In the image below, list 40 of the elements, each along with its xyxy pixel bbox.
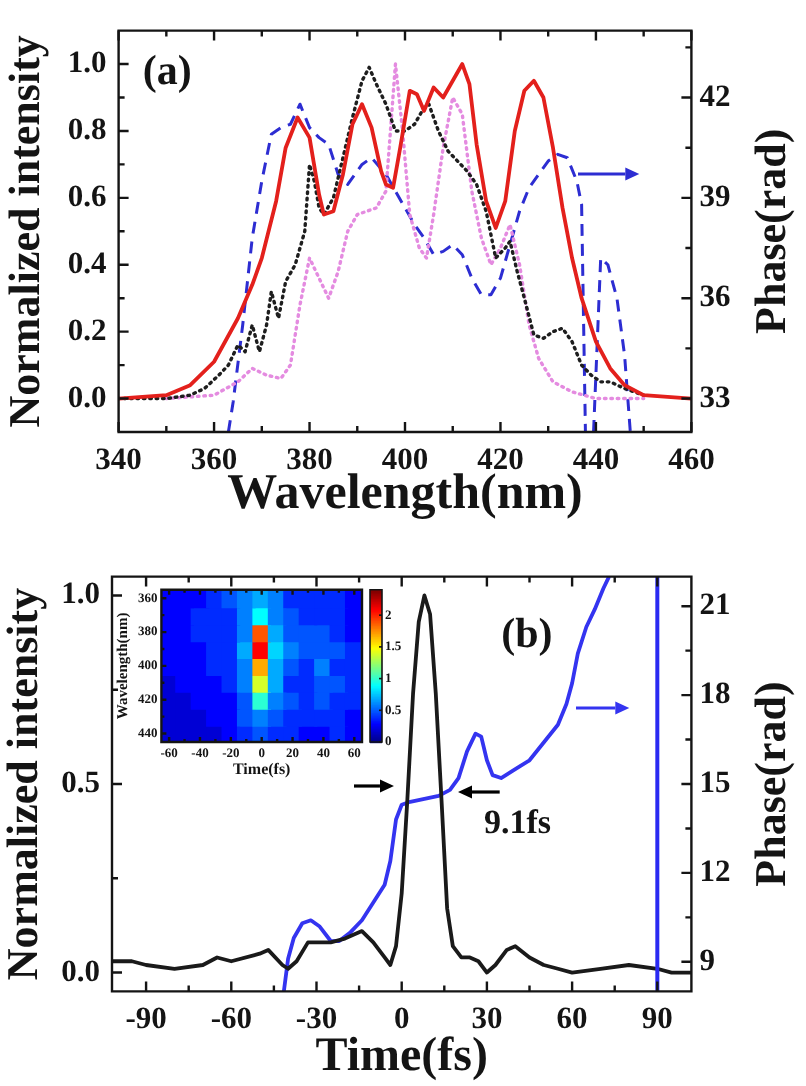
annotation: (b) [501, 608, 553, 657]
y2-tick-label: 33 [699, 380, 731, 415]
y-tick-label: 0.4 [67, 246, 108, 281]
y-axis-title: Normalized intensity [0, 35, 50, 428]
y-tick-label: 1.0 [61, 577, 101, 612]
y2-axis-title: Phase(rad) [744, 681, 795, 887]
x-tick-label: 440 [572, 442, 620, 477]
y2-tick-label: 12 [699, 854, 731, 889]
y-tick-label: 0.0 [67, 380, 108, 415]
x-axis-title: Time(fs) [232, 760, 292, 779]
y2-axis-title: Phase(rad) [744, 128, 795, 334]
x-axis-title: Time(fs) [315, 1030, 488, 1083]
y2-tick-label: 42 [699, 79, 731, 114]
y2-tick-label: 36 [699, 280, 731, 315]
annotation: (a) [142, 45, 192, 94]
y2-tick-label: 21 [699, 588, 731, 623]
y-axis-title: Normalized intensity [0, 587, 48, 981]
y2-tick-label: 9 [699, 943, 716, 978]
x-tick-label: 30 [471, 1002, 503, 1036]
x-tick-label: 340 [95, 442, 143, 477]
x-tick-label: 460 [668, 442, 716, 477]
y2-tick-label: 15 [699, 766, 731, 800]
y-tick-label: 1.0 [67, 46, 108, 81]
y2-tick-label: 39 [699, 179, 731, 214]
y-tick-label: 0.0 [61, 954, 101, 989]
x-tick-label: -60 [210, 1002, 253, 1036]
x-tick-label: 60 [556, 1002, 589, 1036]
y-tick-label: 0.6 [67, 179, 108, 214]
x-tick-label: -30 [295, 1002, 338, 1036]
x-tick-label: 380 [286, 442, 334, 477]
x-tick-label: -90 [125, 1002, 168, 1036]
x-tick-label: 400 [381, 442, 429, 477]
y-tick-label: 0.2 [67, 313, 108, 348]
x-tick-label: 90 [641, 1002, 674, 1036]
x-tick-label: 360 [190, 442, 238, 477]
y-tick-label: 0.8 [67, 112, 108, 147]
x-tick-label: 0 [393, 1002, 410, 1036]
annotation: 9.1fs [484, 803, 552, 842]
y-tick-label: 0.5 [61, 766, 101, 800]
y2-tick-label: 18 [699, 677, 731, 712]
